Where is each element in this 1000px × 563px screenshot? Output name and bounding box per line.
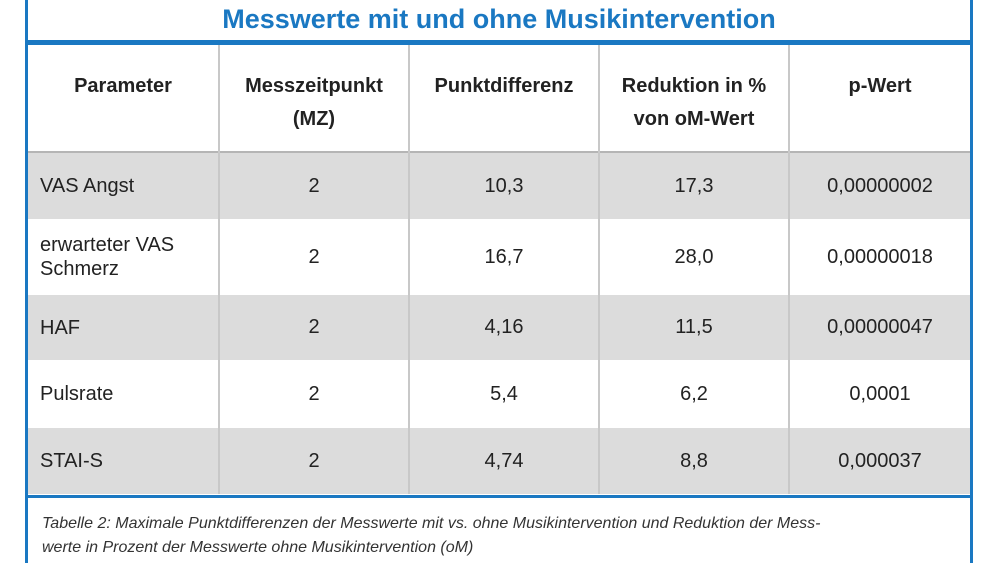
header-p-wert-label: p-Wert [848,75,912,97]
cell-parameter: erwarteter VAS Schmerz [28,219,220,295]
parameter-text: VAS Angst [40,175,135,197]
cell-reduktion: 17,3 [599,152,790,219]
cell-mz: 2 [219,428,410,494]
cell-punktdifferenz: 10,3 [409,152,600,219]
cell-parameter: VAS Angst [28,152,220,219]
table-row: STAI-S 2 4,74 8,8 0,000037 [28,428,970,494]
parameter-text: Pulsrate [40,383,114,405]
cell-reduktion: 6,2 [599,360,790,428]
header-parameter: Parameter [28,45,220,152]
parameter-text-line1: erwarteter VAS [40,234,175,256]
header-messzeitpunkt: Messzeitpunkt (MZ) [219,45,410,152]
cell-parameter: STAI-S [28,428,220,494]
table-caption: Tabelle 2: Maximale Punktdifferenzen der… [42,512,957,560]
parameter-text-line2: Schmerz [40,258,119,280]
cell-p-wert: 0,0001 [789,360,970,428]
header-parameter-label: Parameter [74,75,172,97]
results-table: Parameter Messzeitpunkt (MZ) Punktdiffer… [28,45,970,494]
parameter-text: STAI-S [40,450,103,472]
cell-p-wert: 0,000037 [789,428,970,494]
cell-parameter: HAF [28,295,220,360]
cell-punktdifferenz: 16,7 [409,219,600,295]
header-p-wert: p-Wert [789,45,970,152]
cell-punktdifferenz: 4,74 [409,428,600,494]
header-reduktion: Reduktion in % von oM-Wert [599,45,790,152]
table-row: Pulsrate 2 5,4 6,2 0,0001 [28,360,970,428]
cell-punktdifferenz: 4,16 [409,295,600,360]
cell-reduktion: 11,5 [599,295,790,360]
header-row: Parameter Messzeitpunkt (MZ) Punktdiffer… [28,45,970,152]
header-punktdifferenz-label: Punktdifferenz [434,75,574,97]
cell-parameter: Pulsrate [28,360,220,428]
parameter-text: HAF [40,316,80,339]
header-messzeitpunkt-line2: (MZ) [292,108,336,130]
cell-mz: 2 [219,219,410,295]
table-row: VAS Angst 2 10,3 17,3 0,00000002 [28,152,970,219]
header-punktdifferenz: Punktdifferenz [409,45,600,152]
cell-reduktion: 28,0 [599,219,790,295]
cell-p-wert: 0,00000002 [789,152,970,219]
table-row: erwarteter VAS Schmerz 2 16,7 28,0 0,000… [28,219,970,295]
header-messzeitpunkt-line1: Messzeitpunkt [245,75,383,97]
cell-reduktion: 8,8 [599,428,790,494]
header-reduktion-line2: von oM-Wert [633,108,755,130]
table-frame: Messwerte mit und ohne Musikintervention… [25,0,973,563]
cell-p-wert: 0,00000018 [789,219,970,295]
caption-line2: werte in Prozent der Messwerte ohne Musi… [42,539,474,556]
header-reduktion-line1: Reduktion in % [621,75,767,97]
table-title: Messwerte mit und ohne Musikintervention [222,4,776,34]
cell-punktdifferenz: 5,4 [409,360,600,428]
cell-mz: 2 [219,360,410,428]
title-divider [28,40,970,45]
caption-divider [28,495,970,498]
cell-p-wert: 0,00000047 [789,295,970,360]
cell-mz: 2 [219,152,410,219]
caption-line1: Tabelle 2: Maximale Punktdifferenzen der… [42,515,821,532]
cell-mz: 2 [219,295,410,360]
table-row: HAF 2 4,16 11,5 0,00000047 [28,295,970,360]
